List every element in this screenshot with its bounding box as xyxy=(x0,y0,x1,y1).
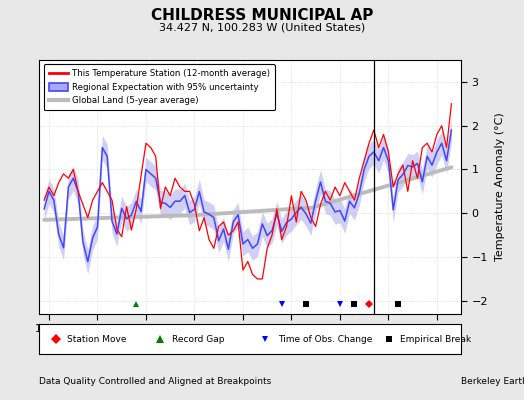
Legend: This Temperature Station (12-month average), Regional Expectation with 95% uncer: This Temperature Station (12-month avera… xyxy=(43,64,275,110)
Text: Berkeley Earth: Berkeley Earth xyxy=(461,378,524,386)
Text: CHILDRESS MUNICIPAL AP: CHILDRESS MUNICIPAL AP xyxy=(151,8,373,23)
Y-axis label: Temperature Anomaly (°C): Temperature Anomaly (°C) xyxy=(495,113,505,261)
Text: 34.427 N, 100.283 W (United States): 34.427 N, 100.283 W (United States) xyxy=(159,23,365,33)
Text: Station Move: Station Move xyxy=(67,334,126,344)
Text: Time of Obs. Change: Time of Obs. Change xyxy=(278,334,372,344)
Text: Data Quality Controlled and Aligned at Breakpoints: Data Quality Controlled and Aligned at B… xyxy=(39,378,271,386)
Text: Record Gap: Record Gap xyxy=(172,334,225,344)
Text: Empirical Break: Empirical Break xyxy=(400,334,471,344)
